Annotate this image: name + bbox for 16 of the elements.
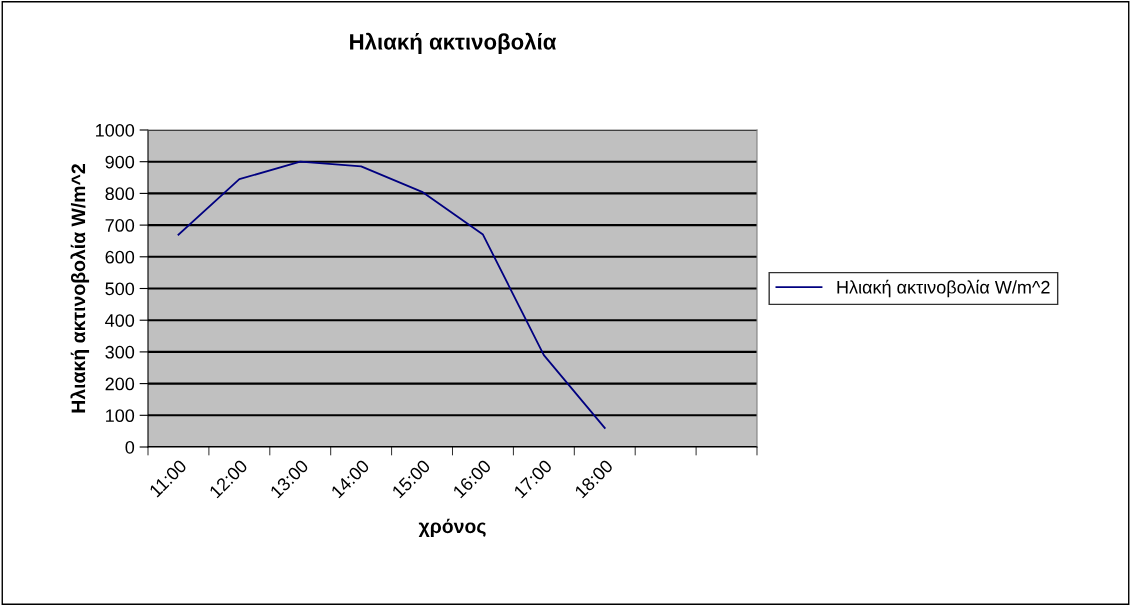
y-tick-label: 600 bbox=[105, 250, 135, 264]
y-tick-label: 500 bbox=[105, 282, 135, 296]
y-tick-label: 0 bbox=[125, 440, 135, 454]
y-tick-label: 100 bbox=[106, 409, 135, 423]
y-tick-label: 900 bbox=[105, 155, 135, 169]
legend-label: Ηλιακή ακτινοβολία W/m^2 bbox=[837, 279, 1050, 298]
y-tick-label: 300 bbox=[105, 345, 135, 359]
y-tick-label: 1000 bbox=[96, 123, 135, 137]
x-axis-title: χρόνος bbox=[418, 518, 486, 537]
y-tick-label: 800 bbox=[105, 187, 135, 201]
line-series bbox=[177, 160, 606, 429]
y-axis-title: Ηλιακή ακτινοβολία W/m^2 bbox=[70, 164, 90, 413]
y-tick-label: 700 bbox=[105, 219, 135, 232]
chart-title: Ηλιακή ακτινοβολία bbox=[350, 32, 557, 55]
y-tick-label: 200 bbox=[105, 377, 135, 391]
y-tick-label: 400 bbox=[105, 314, 135, 327]
